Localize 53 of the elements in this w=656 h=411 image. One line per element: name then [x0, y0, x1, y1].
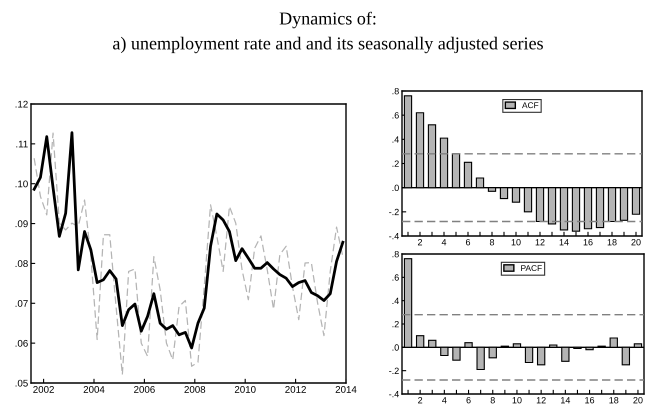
y-tick-label: .2 — [392, 160, 399, 167]
x-tick-label: 2012 — [285, 386, 306, 393]
y-tick-label: -.2 — [389, 208, 399, 216]
x-tick-label: 12 — [536, 397, 546, 404]
y-tick-label: .12 — [16, 100, 28, 108]
y-tick-label: -.4 — [389, 391, 399, 398]
x-tick-label: 2 — [418, 397, 422, 404]
x-tick-label: 2002 — [33, 386, 54, 393]
x-tick-label: 10 — [512, 239, 521, 246]
y-tick-label: .0 — [392, 344, 399, 351]
y-tick-label: .10 — [16, 180, 28, 188]
x-tick-label: 2008 — [184, 386, 206, 393]
y-tick-label: .05 — [16, 380, 28, 387]
chart-title: Dynamics of: — [280, 12, 376, 28]
y-tick-label: .0 — [392, 184, 399, 192]
y-tick-label: .4 — [392, 136, 399, 143]
y-tick-label: .11 — [16, 140, 28, 148]
x-tick-label: 2014 — [336, 386, 357, 393]
y-tick-label: .07 — [16, 300, 28, 307]
x-tick-label: 16 — [584, 239, 593, 246]
y-tick-label: .06 — [16, 340, 28, 347]
x-tick-label: 4 — [442, 397, 447, 404]
x-tick-label: 4 — [442, 239, 446, 246]
legend-label: ACF — [522, 102, 538, 108]
x-tick-label: 16 — [585, 397, 594, 404]
x-tick-label: 6 — [466, 397, 471, 404]
x-tick-label: 6 — [466, 239, 470, 246]
chart-subtitle: a) unemployment rate and and its seasonally adjusted series — [113, 36, 543, 54]
y-tick-label: -.4 — [389, 233, 399, 240]
x-tick-label: 10 — [512, 397, 522, 404]
x-tick-label: 14 — [560, 239, 569, 246]
x-tick-label: 8 — [490, 397, 495, 404]
x-tick-label: 14 — [561, 397, 570, 404]
y-tick-label: .6 — [392, 112, 399, 119]
x-tick-label: 2010 — [234, 386, 256, 393]
x-tick-label: 18 — [608, 239, 617, 246]
y-tick-label: .6 — [392, 274, 399, 281]
x-tick-label: 2004 — [84, 386, 105, 393]
y-tick-label: .08 — [16, 260, 28, 268]
y-tick-label: -.2 — [389, 368, 399, 374]
y-tick-label: .8 — [392, 88, 399, 94]
y-tick-label: .2 — [392, 320, 399, 328]
y-tick-label: .8 — [392, 250, 399, 258]
x-tick-label: 18 — [609, 397, 618, 404]
y-tick-label: .09 — [16, 220, 28, 228]
x-tick-label: 8 — [490, 239, 494, 246]
x-tick-label: 2 — [418, 239, 422, 246]
x-tick-label: 20 — [631, 239, 641, 246]
x-tick-label: 12 — [536, 239, 545, 246]
x-tick-label: 20 — [633, 397, 643, 404]
x-tick-label: 2006 — [134, 386, 155, 393]
y-tick-label: .4 — [392, 298, 399, 304]
legend-label: PACF — [521, 265, 542, 272]
